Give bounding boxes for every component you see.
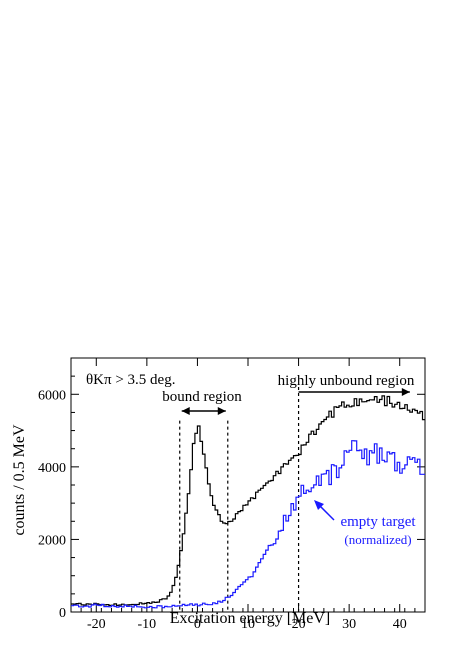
y-tick-label: 0 [59,606,66,621]
y-tick-label: 4000 [38,461,66,476]
arrow-head [181,407,190,415]
bound-region-label: bound region [162,389,242,405]
region-guides [179,387,300,612]
empty-target-label: empty target [340,514,416,530]
annotation-arrows [181,388,410,521]
x-tick-label: 30 [342,617,356,632]
unbound-region-label: highly unbound region [278,373,415,389]
x-tick-label: -20 [87,617,106,632]
arrow-head [401,388,410,396]
angle-cut-label: θKπ > 3.5 deg. [86,372,175,388]
x-tick-label: -10 [138,617,157,632]
pointer-head [314,500,324,510]
y-axis-label: counts / 0.5 MeV [11,424,28,536]
x-tick-label: 20 [292,617,306,632]
x-axis-label: Excitation energy [MeV] [170,610,331,627]
series-line-blue [71,440,425,609]
y-tick-label: 2000 [38,533,66,548]
y-tick-label: 6000 [38,388,66,403]
normalized-label: (normalized) [344,532,411,547]
x-tick-label: 40 [393,617,407,632]
axis-ticks: -20 -10 0 10 20 30 40 0 2000 4000 6000 [38,358,426,632]
x-tick-label: 0 [194,617,201,632]
plot-frame [70,357,426,613]
series-line-black [71,395,425,606]
arrow-head [217,407,226,415]
x-tick-label: 10 [241,617,255,632]
